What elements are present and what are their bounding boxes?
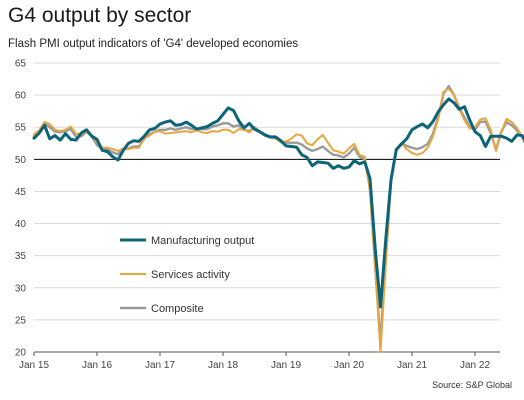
y-tick-label: 50 [15,155,27,166]
x-tick-label: Jan 18 [208,360,238,371]
y-tick-label: 40 [15,219,27,230]
y-tick-label: 20 [15,348,27,359]
x-tick-label: Jan 21 [397,360,427,371]
y-tick-label: 45 [15,187,27,198]
y-tick-label: 65 [15,59,27,70]
source-note: Source: S&P Global [432,380,512,390]
series-line-composite [32,84,524,344]
y-tick-label: 30 [15,283,27,294]
x-tick-label: Jan 15 [19,360,49,371]
y-tick-label: 25 [15,315,27,326]
legend-label-composite: Composite [151,303,204,315]
x-tick-label: Jan 22 [460,360,490,371]
x-tick-label: Jan 16 [82,360,112,371]
y-axis: 20 25 30 35 40 45 50 55 60 65 [15,59,27,359]
y-tick-label: 55 [15,123,27,134]
chart-subtitle: Flash PMI output indicators of 'G4' deve… [8,38,299,50]
series-lines [32,84,524,353]
x-tick-label: Jan 19 [271,360,301,371]
x-axis: Jan 15 Jan 16 Jan 17 Jan 18 Jan 19 Jan 20 Jan … [19,351,500,371]
series-line-services [33,87,524,353]
gridlines [34,62,500,353]
x-tick-label: Jan 17 [145,360,175,371]
series-line-manufacturing [32,97,524,309]
chart-title: G4 output by sector [8,4,192,27]
legend-label-services: Services activity [151,269,230,281]
legend-label-manufacturing: Manufacturing output [151,235,254,247]
y-tick-label: 60 [15,91,27,102]
x-tick-label: Jan 20 [334,360,364,371]
legend: Manufacturing output Services activity Com… [120,235,254,315]
y-tick-label: 35 [15,251,27,262]
